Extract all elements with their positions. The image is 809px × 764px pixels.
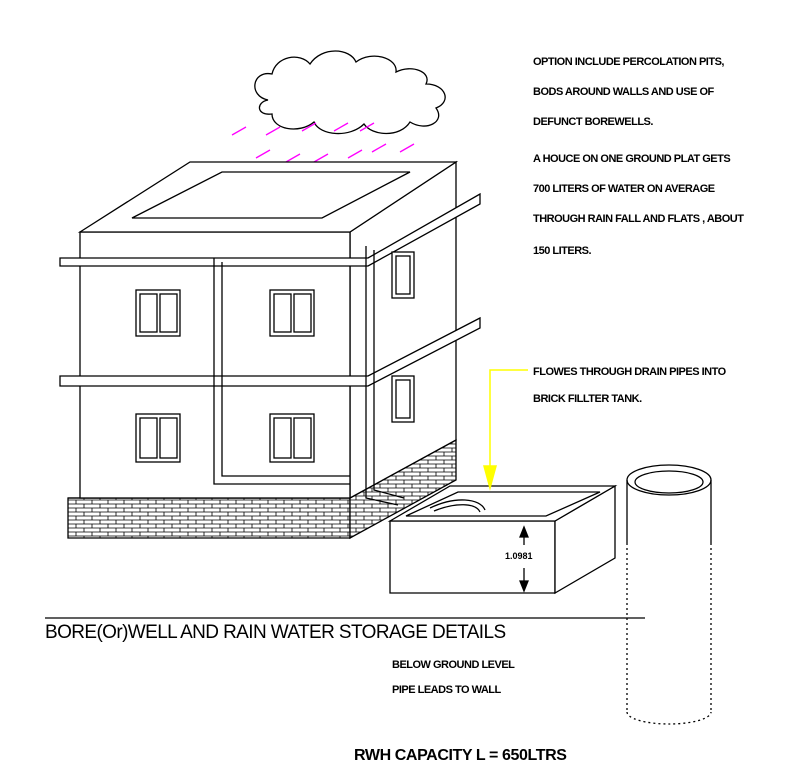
dimension-label: 1.0981 <box>505 551 533 561</box>
note-line: BRICK FILLTER TANK. <box>533 393 642 405</box>
note-average: A HOUCE ON ONE GROUND PLAT GETS 700 LITE… <box>533 153 745 257</box>
window <box>135 413 181 463</box>
note-line: BELOW GROUND LEVEL <box>392 659 515 671</box>
drain-pipe <box>365 246 405 506</box>
note-line: A HOUCE ON ONE GROUND PLAT GETS <box>533 153 730 165</box>
note-below: BELOW GROUND LEVEL PIPE LEADS TO WALL <box>392 659 516 696</box>
bore-well <box>626 464 712 725</box>
note-flow: FLOWES THROUGH DRAIN PIPES INTO BRICK FI… <box>533 366 727 405</box>
side-window <box>391 251 415 299</box>
flow-arrow <box>483 369 528 491</box>
upper-slab <box>59 192 481 267</box>
roof-parapet <box>131 171 411 219</box>
dimension-marker <box>519 525 529 593</box>
window <box>269 289 315 337</box>
lower-slab <box>59 316 481 387</box>
house <box>59 160 481 540</box>
note-options: OPTION INCLUDE PERCOLATION PITS, BODS AR… <box>533 56 725 128</box>
note-line: DEFUNCT BOREWELLS. <box>533 116 653 128</box>
note-line: BODS AROUND WALLS AND USE OF <box>533 86 715 98</box>
side-window <box>391 375 415 423</box>
window <box>269 413 315 463</box>
drawing-title: BORE(Or)WELL AND RAIN WATER STORAGE DETA… <box>45 622 506 643</box>
window <box>135 289 181 337</box>
drain-pipe <box>213 258 350 485</box>
brick-plinth-front <box>67 497 351 539</box>
note-line: 150 LITERS. <box>533 245 592 257</box>
cloud <box>254 50 446 135</box>
capacity-label: RWH CAPACITY L = 650LTRS <box>354 747 567 764</box>
note-line: 700 LITERS OF WATER ON AVERAGE <box>533 183 715 195</box>
note-line: THROUGH RAIN FALL AND FLATS , ABOUT <box>533 213 744 225</box>
brick-filter-tank <box>387 484 618 595</box>
note-line: OPTION INCLUDE PERCOLATION PITS, <box>533 56 724 68</box>
note-line: PIPE LEADS TO WALL <box>392 684 502 696</box>
note-line: FLOWES THROUGH DRAIN PIPES INTO <box>533 366 727 378</box>
